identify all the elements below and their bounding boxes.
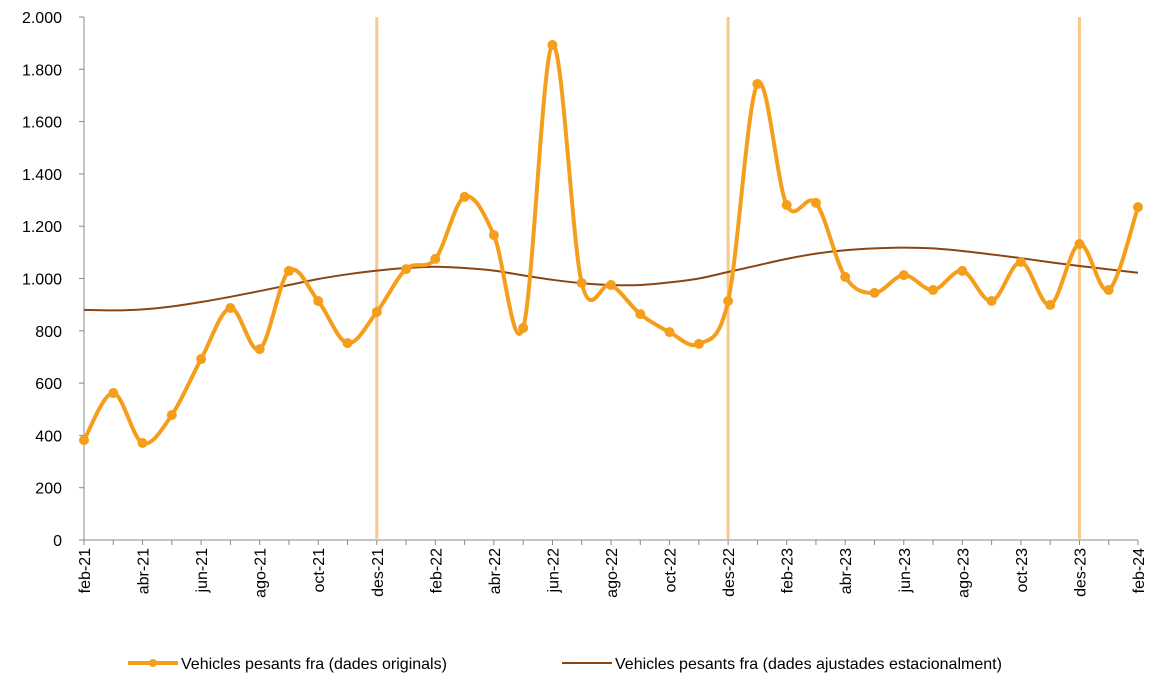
data-point (371, 306, 382, 317)
data-point (898, 270, 909, 281)
data-point (606, 280, 616, 291)
x-tick-label: feb-24 (1131, 548, 1148, 593)
data-point (1015, 257, 1026, 268)
x-tick-label: des-21 (370, 548, 387, 597)
x-tick-label: des-23 (1072, 548, 1089, 597)
y-tick-label: 2.000 (22, 10, 62, 27)
y-tick-label: 0 (53, 533, 62, 550)
data-point (108, 388, 119, 399)
data-point (928, 285, 939, 296)
y-tick-label: 800 (35, 324, 62, 341)
data-point (79, 435, 89, 446)
data-point (488, 230, 499, 241)
legend-label: Vehicles pesants fra (dades ajustades es… (615, 656, 1002, 673)
legend-label: Vehicles pesants fra (dades originals) (181, 656, 447, 673)
data-point (1074, 238, 1085, 249)
x-tick-label: des-22 (721, 548, 738, 597)
data-point (137, 437, 148, 448)
y-tick-label: 400 (35, 428, 62, 445)
data-point (986, 295, 997, 306)
data-point (664, 327, 675, 338)
x-tick-label: oct-21 (311, 548, 328, 593)
x-tick-label: abr-22 (487, 548, 504, 594)
x-tick-label: feb-22 (428, 548, 445, 593)
y-tick-label: 1.600 (22, 115, 62, 132)
y-tick-label: 1.200 (22, 219, 62, 236)
series-line (82, 42, 1140, 446)
x-tick-label: jun-23 (897, 548, 914, 594)
data-point (225, 303, 236, 314)
data-point (1103, 285, 1114, 296)
data-point (518, 322, 529, 333)
data-point (254, 344, 265, 355)
x-tick-label: oct-23 (1014, 548, 1031, 593)
data-point (166, 410, 177, 421)
x-tick-label: ago-22 (604, 548, 621, 598)
x-tick-label: ago-21 (253, 548, 270, 598)
data-point (635, 309, 646, 320)
x-tick-label: abr-21 (136, 548, 153, 594)
data-point (342, 338, 353, 349)
data-point (283, 265, 294, 276)
data-point (693, 338, 704, 349)
data-point (459, 191, 470, 202)
x-tick-label: oct-22 (663, 548, 680, 593)
y-tick-label: 1.800 (22, 62, 62, 79)
data-point (401, 264, 412, 275)
data-point (1133, 202, 1143, 213)
data-point (576, 277, 587, 288)
data-point (547, 39, 558, 50)
x-tick-label: jun-21 (194, 548, 211, 594)
x-tick-label: feb-21 (77, 548, 94, 593)
x-tick-label: ago-23 (955, 548, 972, 598)
data-point (723, 295, 734, 306)
data-point (752, 78, 763, 89)
x-tick-label: jun-22 (545, 548, 562, 594)
data-point (430, 253, 441, 264)
y-tick-label: 600 (35, 376, 62, 393)
data-point (196, 354, 207, 365)
y-tick-label: 1.400 (22, 167, 62, 184)
y-tick-label: 1.000 (22, 272, 62, 289)
data-point (781, 200, 792, 211)
x-tick-label: feb-23 (780, 548, 797, 593)
data-point (810, 197, 821, 208)
series-line (83, 246, 1139, 312)
x-tick-label: abr-23 (838, 548, 855, 594)
data-point (313, 295, 324, 306)
data-point (869, 287, 880, 298)
data-point (840, 271, 851, 282)
data-point (1045, 299, 1056, 310)
y-tick-label: 200 (35, 481, 62, 498)
legend-marker (149, 659, 157, 667)
data-point (957, 265, 968, 276)
